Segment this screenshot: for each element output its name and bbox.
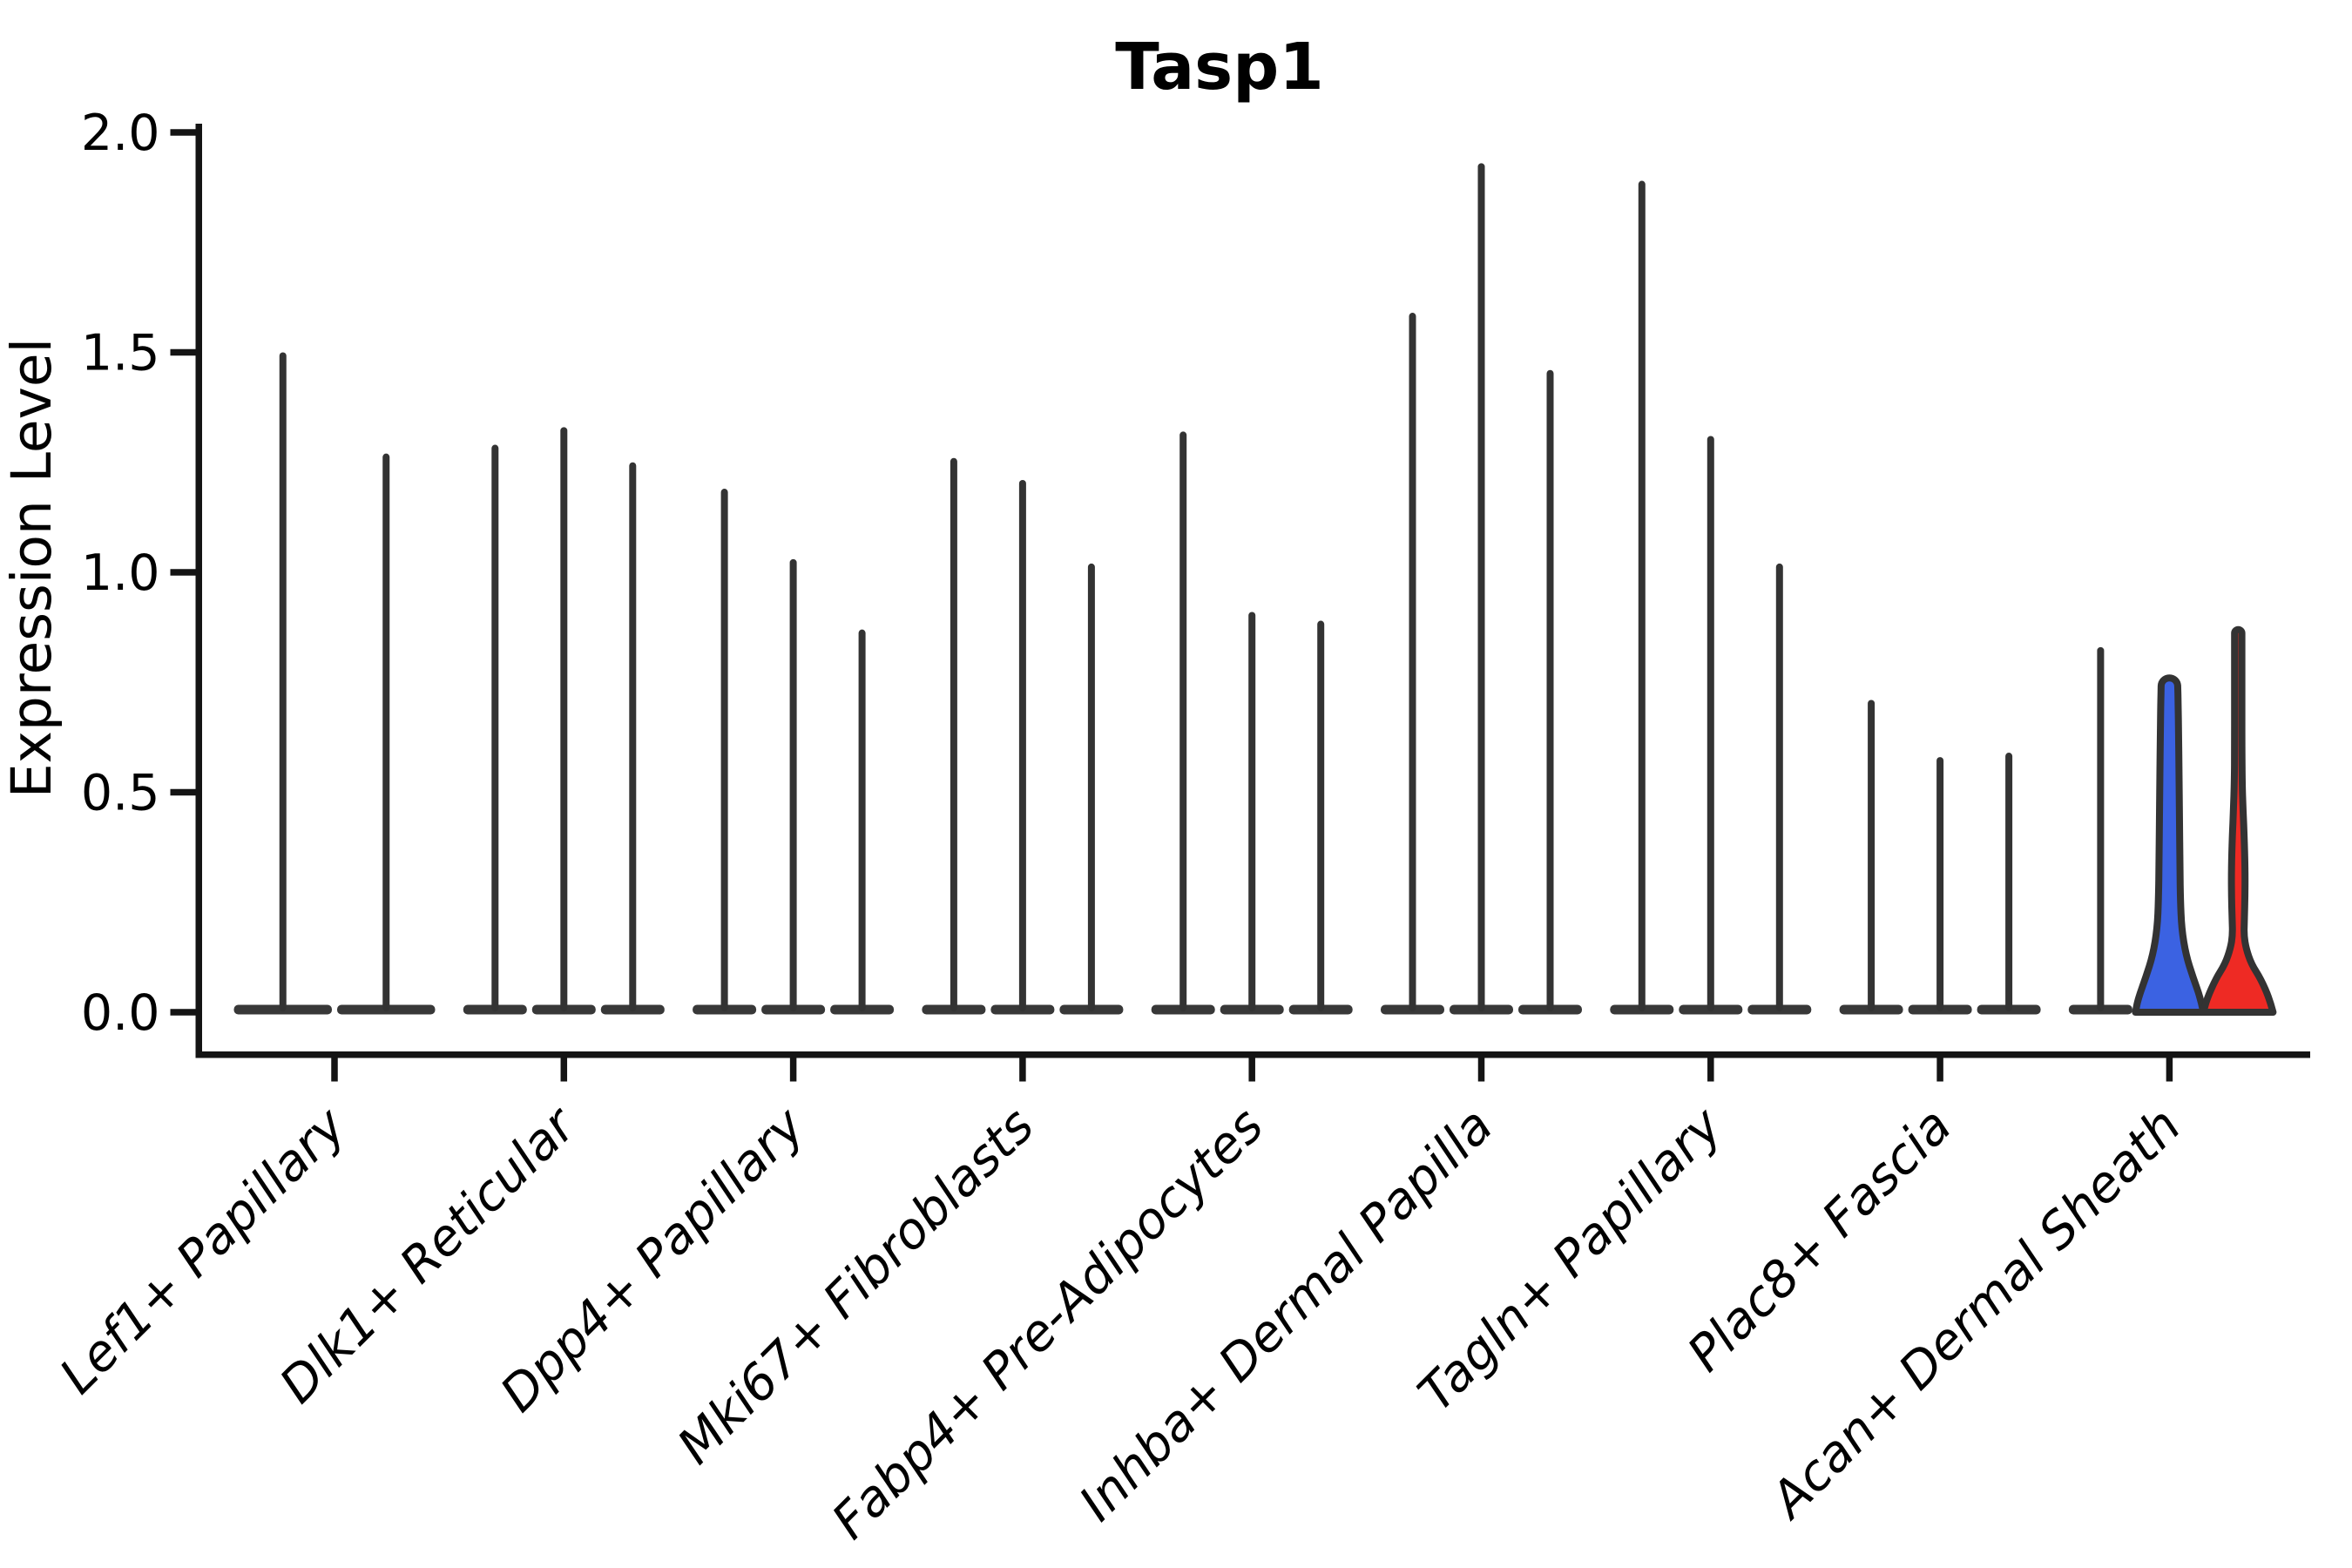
violins-layer bbox=[233, 163, 2277, 1016]
x-tick-mark bbox=[1936, 1058, 1943, 1082]
y-tick-mark bbox=[170, 348, 196, 356]
axes-layer bbox=[170, 124, 2310, 1082]
plot-title: Tasp1 bbox=[1115, 30, 1323, 105]
x-tick-mark bbox=[1248, 1058, 1255, 1082]
y-axis-label: Expression Level bbox=[0, 338, 64, 798]
y-axis-spine bbox=[195, 124, 202, 1058]
x-tick-mark bbox=[1019, 1058, 1026, 1082]
y-tick-label: 1.5 bbox=[81, 324, 160, 382]
y-tick-label: 1.0 bbox=[81, 544, 160, 602]
x-tick-label: Fabp4+ Pre-Adipocytes bbox=[821, 1097, 1274, 1550]
violin-body bbox=[2132, 674, 2207, 1016]
violin-body bbox=[2200, 625, 2277, 1016]
y-tick-mark bbox=[170, 569, 196, 576]
x-tick-mark bbox=[1707, 1058, 1714, 1082]
x-tick-mark bbox=[1477, 1058, 1485, 1082]
y-tick-label: 0.0 bbox=[81, 984, 160, 1042]
y-tick-mark bbox=[170, 1009, 196, 1016]
x-tick-label: Acan+ Dermal Sheath bbox=[1758, 1097, 2192, 1531]
y-tick-label: 2.0 bbox=[81, 105, 160, 162]
x-tick-mark bbox=[789, 1058, 797, 1082]
y-tick-mark bbox=[170, 129, 196, 136]
x-tick-mark bbox=[331, 1058, 338, 1082]
x-axis-spine bbox=[195, 1051, 2310, 1058]
x-tick-mark bbox=[560, 1058, 568, 1082]
y-tick-mark bbox=[170, 788, 196, 796]
x-tick-label: Inhba+ Dermal Papilla bbox=[1069, 1097, 1504, 1532]
x-tick-mark bbox=[2166, 1058, 2173, 1082]
y-tick-label: 0.5 bbox=[81, 764, 160, 821]
